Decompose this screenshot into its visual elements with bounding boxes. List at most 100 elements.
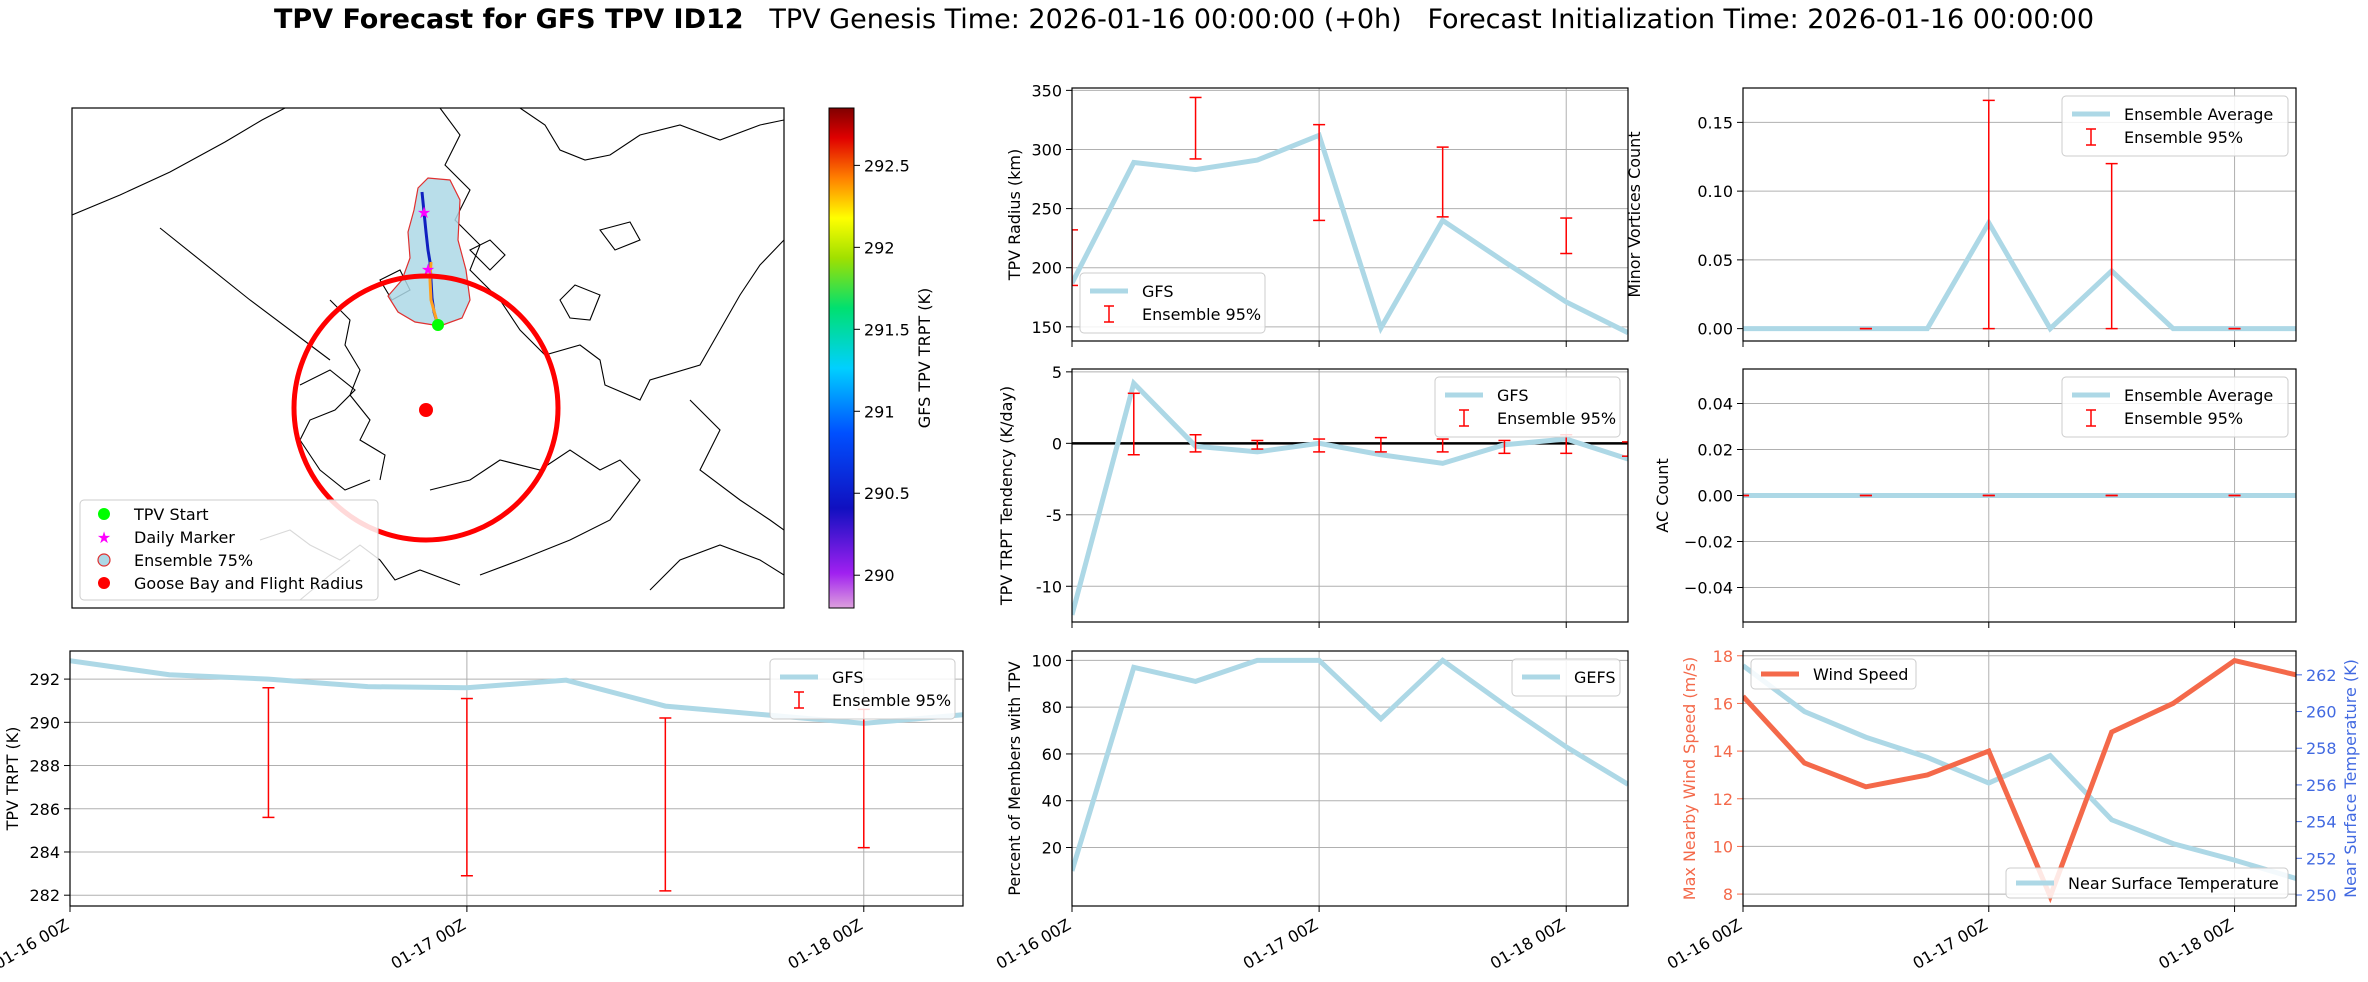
figure-title-genesis: TPV Genesis Time: 2026-01-16 00:00:00 (+… [769, 4, 1402, 35]
y-axis-label: TPV Radius (km) [1005, 149, 1024, 282]
map-coastline-bay [299, 369, 371, 491]
y-tick-label: 18 [1713, 647, 1733, 666]
y-tick-label: 290 [29, 713, 60, 732]
legend-label: Ensemble 95% [2124, 409, 2243, 428]
y-tick-label: 0.15 [1697, 113, 1733, 132]
x-tick-label: 01-18 00Z [1487, 915, 1568, 973]
figure-title-main: TPV Forecast for GFS TPV ID12 [273, 4, 744, 35]
y-tick-label: 0.05 [1697, 251, 1733, 270]
colorbar-tick-label: 290.5 [864, 484, 910, 503]
legend-daily-marker-label: Daily Marker [134, 528, 235, 547]
chart-trpt: 282 284 286 288 290 292 01-16 00Z 01-17 00Z 01-1… [0, 650, 964, 973]
legend-label: Ensemble Average [2124, 386, 2273, 405]
y-tick-label: 250 [1031, 200, 1062, 219]
legend-label: GFS [1142, 282, 1173, 301]
y-axis-label: Percent of Members with TPV [1005, 661, 1024, 895]
chart-radius: 150 200 250 300 350 TPV Radius (km) GFS Ensembl… [1005, 81, 1629, 347]
y-tick-label: 350 [1031, 81, 1062, 100]
y-tick-label: 0.00 [1697, 487, 1733, 506]
map-coastline-south [429, 449, 641, 576]
y-right-tick-label: 250 [2306, 886, 2337, 905]
legend-daily-marker-icon: ★ [97, 528, 111, 547]
colorbar-label: GFS TPV TRPT (K) [915, 288, 934, 428]
y-tick-label: 0.00 [1697, 320, 1733, 339]
map-legend-box [79, 499, 379, 601]
y-tick-label: 16 [1713, 694, 1733, 713]
colorbar-tick-label: 291 [864, 402, 895, 421]
series-line [1072, 131, 1628, 335]
y-tick-label: 0.10 [1697, 182, 1733, 201]
series-line-temperature [1743, 663, 2296, 881]
map-coastline-east [689, 399, 784, 531]
goose-bay-marker [419, 403, 433, 417]
legend-label: Ensemble 95% [2124, 128, 2243, 147]
x-tick-label: 01-16 00Z [1664, 915, 1745, 973]
legend-wind-label: Wind Speed [1813, 665, 1908, 684]
legend-box [1434, 376, 1621, 438]
map-panel: ★ ★ TPV Start ★ Daily Marker Ensemble 75… [71, 107, 934, 609]
figure-title-init: Forecast Initialization Time: 2026-01-16… [1427, 4, 2095, 35]
y-tick-label: -5 [1046, 506, 1062, 525]
legend-temperature-label: Near Surface Temperature [2068, 874, 2279, 893]
colorbar-tick-label: 290 [864, 566, 895, 585]
goose-bay-flight-radius [291, 273, 561, 543]
y-right-axis-label: Near Surface Temperature (K) [2341, 659, 2360, 898]
map-coastline-islands-2 [379, 221, 641, 321]
map-coastline-north [519, 108, 784, 161]
plot-frame [1742, 87, 2297, 342]
series-line [1743, 217, 2296, 333]
y-tick-label: 100 [1031, 651, 1062, 670]
y-tick-label: 200 [1031, 259, 1062, 278]
plot-area [1072, 657, 1628, 872]
legend-label: Ensemble 95% [1497, 409, 1616, 428]
map-legend: TPV Start ★ Daily Marker Ensemble 75% Go… [79, 499, 379, 601]
plot-area [1072, 96, 1628, 335]
figure-title: TPV Forecast for GFS TPV ID12 TPV Genesi… [0, 4, 2368, 42]
chart-wind: 8 10 12 14 16 18 01-16 00Z 01-17 00Z 01-18 00Z Ma… [1664, 647, 2360, 973]
legend-box [769, 658, 956, 720]
y-tick-label: 20 [1042, 839, 1062, 858]
y-tick-label: 150 [1031, 318, 1062, 337]
y-tick-label: 0.04 [1697, 395, 1733, 414]
map-frame [71, 107, 785, 609]
plot-area [1743, 99, 2296, 333]
y-tick-label: −0.02 [1684, 533, 1733, 552]
x-tick-label: 01-18 00Z [2155, 915, 2236, 973]
daily-marker-1: ★ [417, 203, 431, 222]
plot-frame [1071, 87, 1629, 342]
colorbar-tick-label: 291.5 [864, 320, 910, 339]
legend-label: Ensemble Average [2124, 105, 2273, 124]
map-coastline-greenland [439, 108, 784, 401]
y-tick-label: 284 [29, 843, 60, 862]
y-tick-label: 14 [1713, 742, 1733, 761]
y-axis-label: TPV TRPT Tendency (K/day) [997, 386, 1016, 606]
legend-goose-bay-label: Goose Bay and Flight Radius [134, 574, 363, 593]
legend-box-temperature [2005, 867, 2289, 899]
legend-box [1079, 272, 1266, 334]
legend-ensemble-icon [97, 553, 111, 567]
y-tick-label: 282 [29, 886, 60, 905]
legend-label: GFS [1497, 386, 1528, 405]
y-axis-label: AC Count [1653, 458, 1672, 532]
plot-frame [1742, 368, 2297, 623]
legend-box-wind [1750, 658, 1917, 690]
colorbar-ticks: 290 290.5 291 291.5 292 292.5 [854, 156, 910, 585]
y-right-tick-label: 258 [2306, 739, 2337, 758]
legend-box [1511, 658, 1621, 697]
map-coastline-arctic [72, 108, 286, 216]
plot-frame [69, 650, 964, 907]
y-tick-label: 8 [1723, 885, 1733, 904]
plot-frame [1071, 368, 1629, 623]
x-tick-label: 01-17 00Z [388, 915, 469, 973]
y-tick-label: 292 [29, 670, 60, 689]
y-tick-label: 10 [1713, 837, 1733, 856]
y-tick-label: -10 [1036, 577, 1062, 596]
y-right-tick-label: 254 [2306, 813, 2337, 832]
y-tick-label: 60 [1042, 745, 1062, 764]
chart-tendency: -10 -5 0 5 TPV TRPT Tendency (K/day) GFS Ensem… [997, 363, 1629, 628]
y-tick-label: 12 [1713, 790, 1733, 809]
legend-box [2061, 376, 2289, 438]
colorbar-gradient [828, 107, 855, 609]
y-axis-label: Minor Vortices Count [1625, 131, 1644, 297]
